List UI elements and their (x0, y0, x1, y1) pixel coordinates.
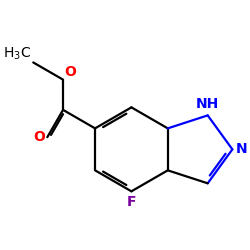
Text: O: O (64, 65, 76, 79)
Text: F: F (127, 195, 136, 209)
Text: H$_3$C: H$_3$C (4, 45, 32, 62)
Text: N: N (236, 142, 248, 156)
Text: O: O (33, 130, 45, 144)
Text: NH: NH (196, 97, 219, 111)
